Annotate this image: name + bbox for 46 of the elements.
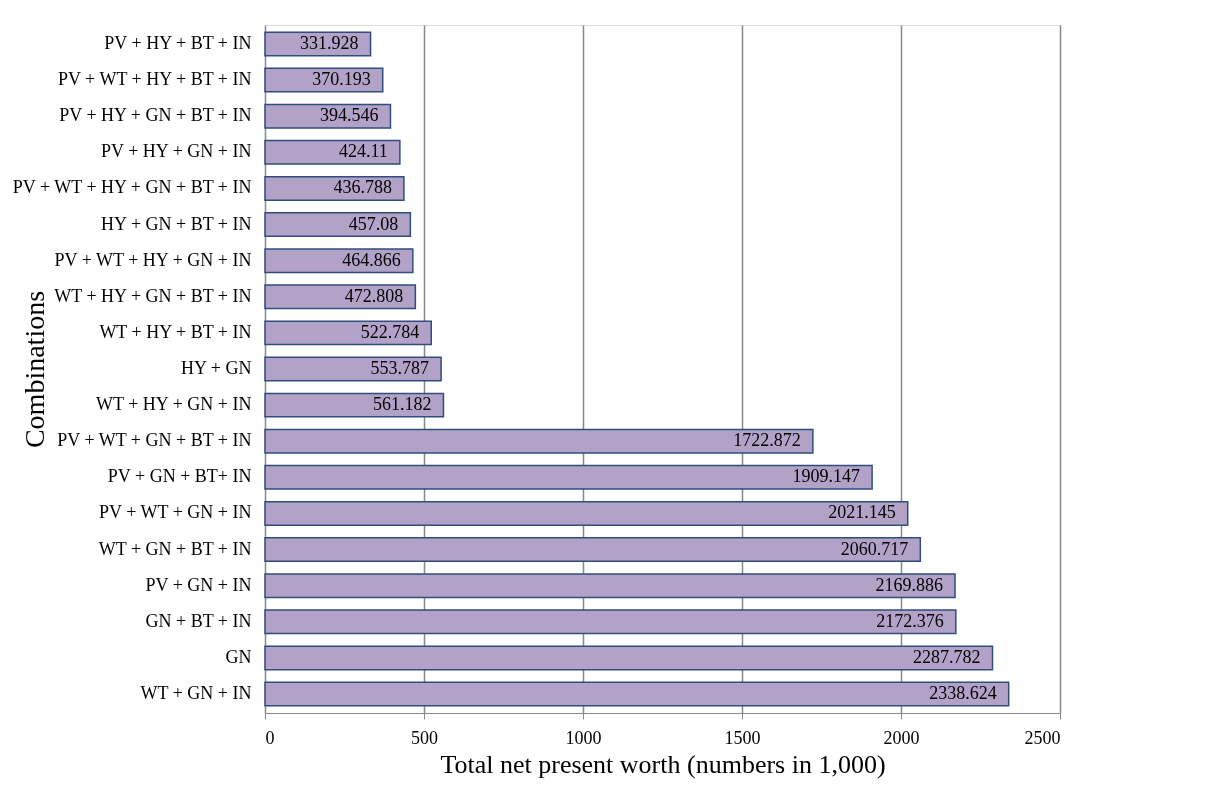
- data-label: 561.182: [372, 394, 432, 415]
- x-tick-label: 0: [265, 727, 275, 748]
- y-tick-label: PV + WT + GN + IN: [99, 502, 252, 523]
- data-label: 2172.376: [876, 610, 944, 631]
- data-label: 1722.872: [733, 430, 801, 451]
- data-label: 553.787: [370, 358, 430, 378]
- data-label: 424.11: [339, 141, 388, 162]
- y-tick-label: WT + GN + IN: [140, 683, 252, 704]
- y-tick-label: PV + WT + HY + BT + IN: [57, 69, 252, 90]
- y-tick-label: WT + HY + BT + IN: [99, 321, 252, 342]
- y-tick-label: PV + WT + GN + BT + IN: [57, 430, 252, 451]
- x-tick-label: 1500: [724, 727, 761, 748]
- y-tick-label: PV + GN + BT+ IN: [107, 466, 252, 487]
- y-tick-label: PV + HY + BT + IN: [104, 32, 252, 53]
- data-label: 2287.782: [913, 646, 981, 667]
- data-label: 370.193: [312, 69, 371, 90]
- data-label: 464.866: [342, 249, 401, 270]
- y-tick-label: PV + HY + GN + IN: [101, 141, 252, 162]
- x-tick-label: 2000: [883, 727, 920, 748]
- data-label: 436.788: [333, 177, 392, 198]
- x-axis-title: Total net present worth (numbers in 1,000): [440, 749, 886, 779]
- y-axis-title: Combinations: [18, 290, 50, 449]
- data-label: 457.08: [348, 213, 399, 234]
- data-label: 394.546: [319, 105, 379, 126]
- y-tick-label: WT + GN + BT + IN: [98, 538, 252, 559]
- y-tick-label: HY + GN: [181, 358, 252, 378]
- y-tick-label: WT + HY + GN + IN: [96, 394, 252, 415]
- data-label: 522.784: [360, 321, 420, 342]
- y-tick-label: PV + GN + IN: [145, 574, 252, 595]
- data-label: 2060.717: [840, 538, 909, 559]
- y-tick-label: PV + WT + HY + GN + BT + IN: [12, 177, 252, 198]
- x-tick-label: 2500: [1024, 727, 1061, 748]
- data-label: 331.928: [300, 32, 359, 53]
- data-label: 2338.624: [929, 683, 997, 704]
- y-tick-label: GN: [225, 646, 252, 667]
- y-tick-label: WT + HY + GN + BT + IN: [54, 285, 252, 306]
- data-label: 2169.886: [875, 574, 944, 595]
- y-tick-label: GN + BT + IN: [145, 610, 252, 631]
- x-tick-label: 1000: [565, 727, 602, 748]
- y-tick-label: HY + GN + BT + IN: [101, 213, 252, 234]
- data-label: 472.808: [344, 285, 404, 306]
- y-tick-label: PV + HY + GN + BT + IN: [59, 105, 252, 126]
- x-tick-label: 500: [411, 727, 438, 748]
- y-tick-label: PV + WT + HY + GN + IN: [54, 249, 252, 270]
- data-label: 2021.145: [828, 502, 896, 523]
- data-label: 1909.147: [792, 466, 861, 487]
